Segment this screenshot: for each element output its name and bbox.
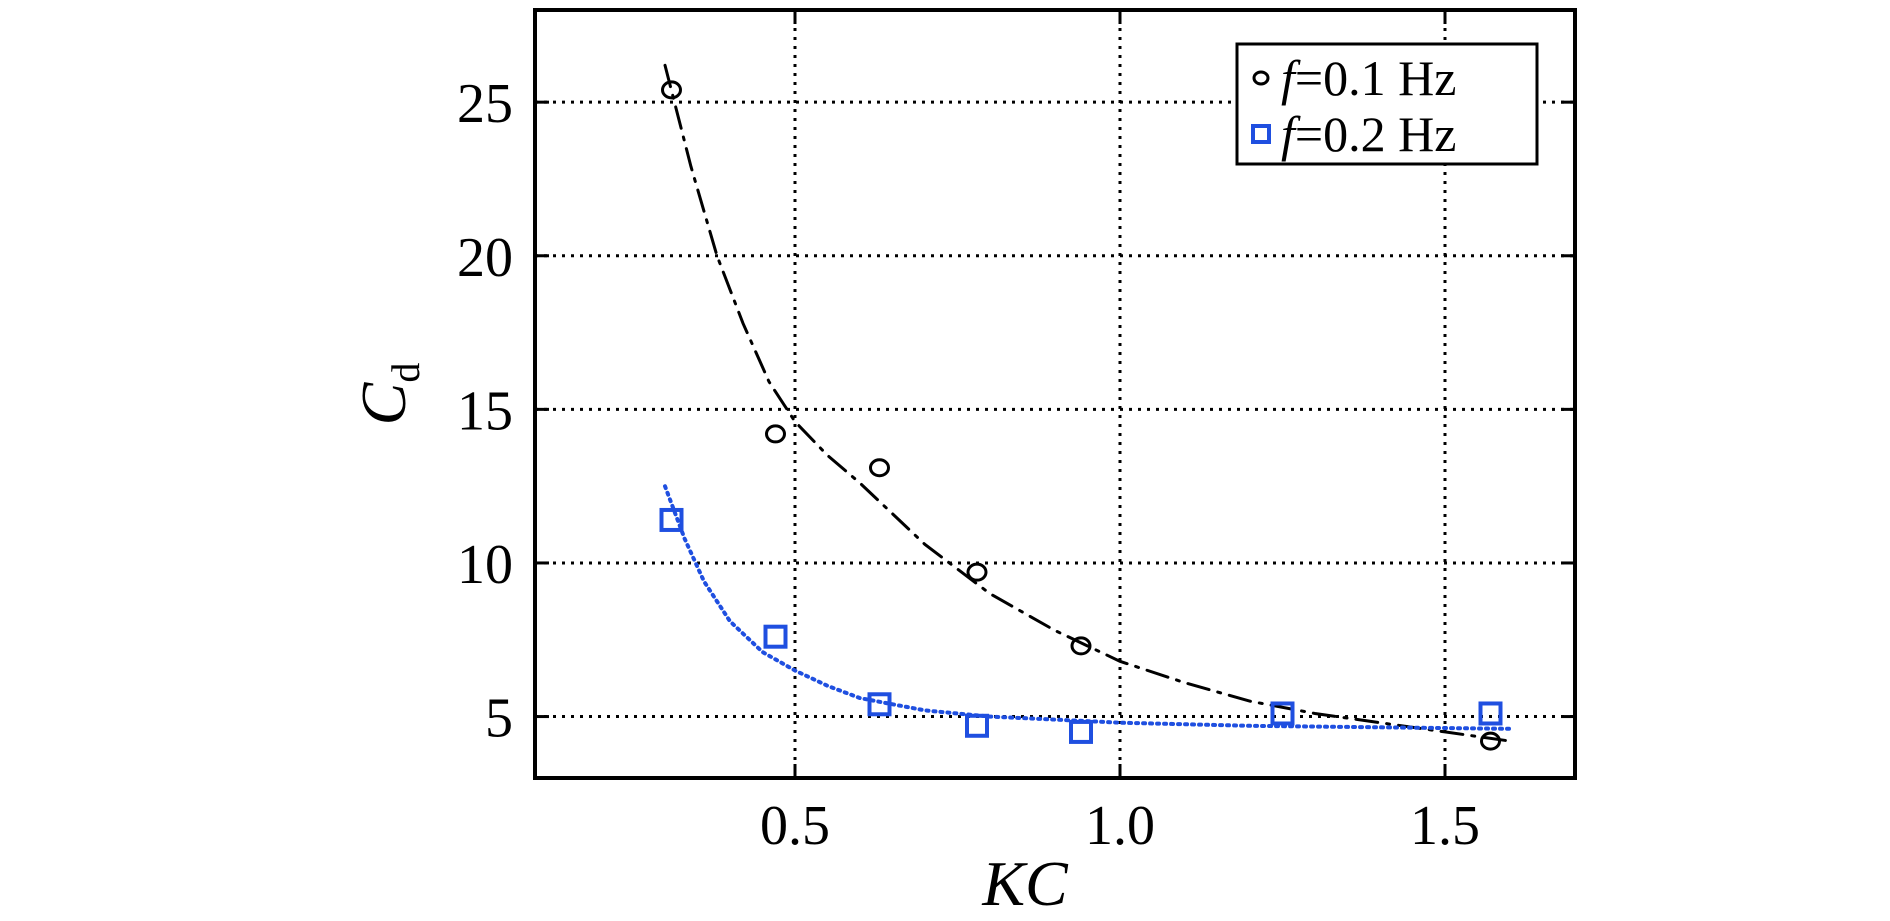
x-tick-label: 1.0 [1085, 795, 1155, 857]
fit-layer [663, 63, 1512, 743]
plot-frame [533, 8, 1577, 780]
legend-entry-2: f=0.2 Hz [1251, 106, 1456, 162]
x-axis-title: KC [981, 848, 1069, 919]
fit-line-series-1 [663, 63, 1512, 743]
ticks-layer [535, 10, 1575, 778]
data-point-series-1 [1480, 731, 1501, 751]
y-axis-title-main: C [348, 381, 419, 425]
data-point-series-1 [661, 80, 682, 100]
points-layer [659, 80, 1503, 751]
y-tick-label: 25 [457, 73, 513, 135]
legend-marker-square [1251, 124, 1271, 144]
y-tick-label: 20 [457, 227, 513, 289]
y-tick-label: 10 [457, 534, 513, 596]
y-tick-label: 5 [485, 688, 513, 750]
data-point-series-1 [1070, 636, 1092, 656]
labels-layer: 0.5 1.0 1.5 5 10 15 20 25 [457, 73, 1480, 857]
legend: f=0.1 Hzf=0.2 Hz [1235, 42, 1539, 166]
x-tick-label: 0.5 [760, 795, 830, 857]
y-tick-label: 15 [457, 380, 513, 442]
legend-label: f=0.1 Hz [1281, 50, 1456, 106]
data-point-series-2 [659, 507, 684, 532]
data-point-series-2 [1069, 719, 1093, 744]
x-tick-label: 1.5 [1410, 795, 1480, 857]
fit-line-series-2 [663, 484, 1512, 731]
data-point-series-2 [763, 624, 788, 649]
data-point-series-1 [765, 424, 786, 444]
legend-entry-1: f=0.1 Hz [1252, 50, 1456, 106]
y-axis-title: Cd [348, 363, 428, 426]
legend-marker-circle [1252, 70, 1270, 86]
legend-label: f=0.2 Hz [1281, 106, 1456, 162]
data-point-series-2 [867, 692, 892, 717]
data-point-series-1 [966, 562, 988, 582]
data-point-series-1 [869, 458, 890, 478]
legend-box [1235, 42, 1539, 166]
data-point-series-2 [1270, 701, 1295, 726]
data-point-series-2 [965, 713, 989, 738]
svg-text:Cd: Cd [348, 363, 428, 426]
y-axis-title-subscript: d [383, 363, 428, 383]
data-point-series-2 [1478, 701, 1503, 726]
